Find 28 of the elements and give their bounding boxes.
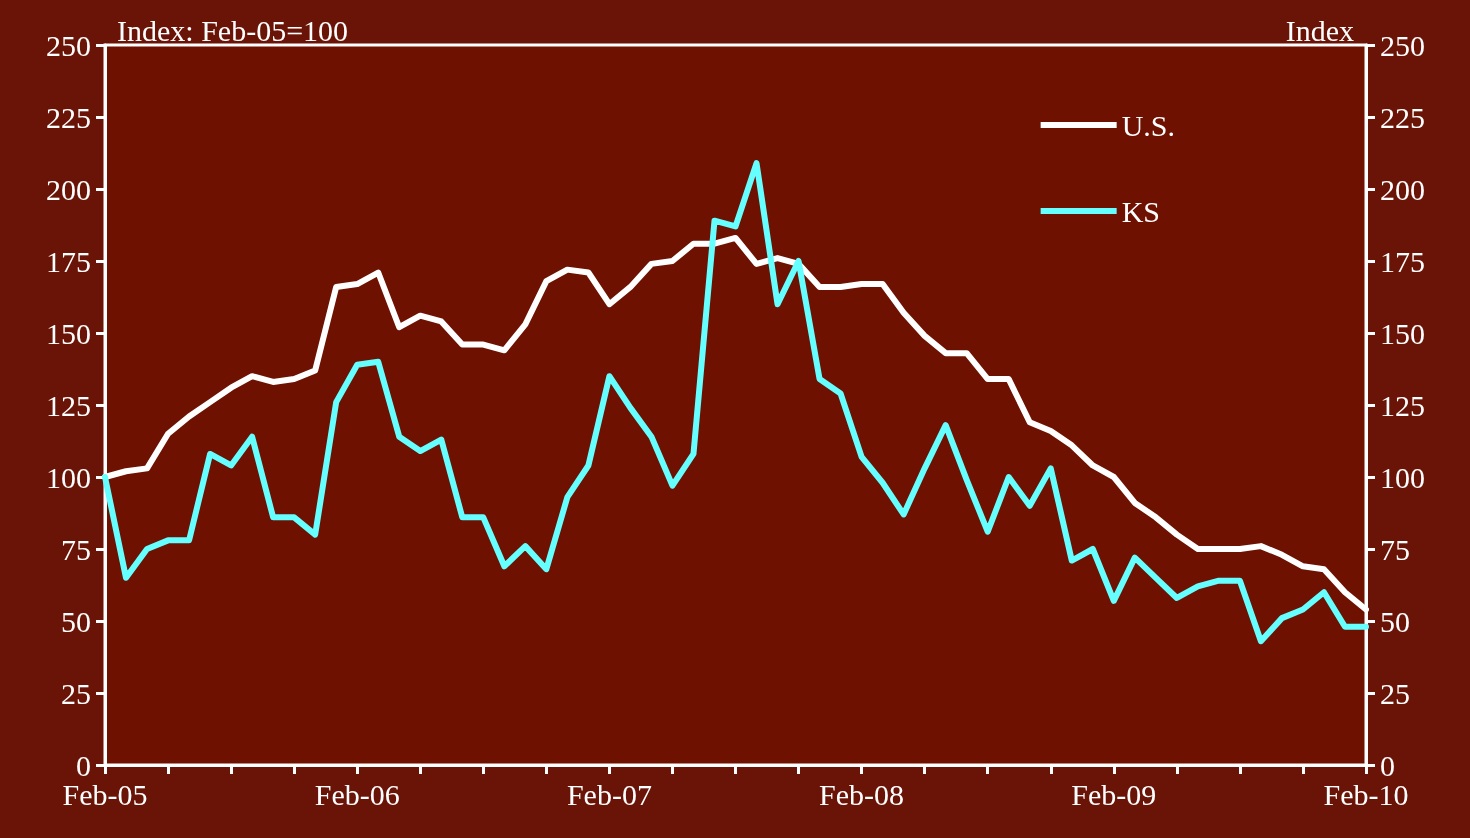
x-tick-label: Feb-07 xyxy=(566,777,652,811)
y-tick-label: 250 xyxy=(46,28,91,62)
y2-tick-label: 225 xyxy=(1380,100,1425,134)
y-tick-label: 175 xyxy=(46,244,91,278)
y-tick-label: 25 xyxy=(61,676,91,710)
y2-tick-label: 125 xyxy=(1380,388,1425,422)
y2-tick-label: 75 xyxy=(1380,532,1410,566)
y2-tick-label: 250 xyxy=(1380,28,1425,62)
x-tick-label: Feb-08 xyxy=(819,777,905,811)
y2-axis-title: Index xyxy=(1285,13,1354,47)
y-tick-label: 225 xyxy=(46,100,91,134)
x-tick-label: Feb-09 xyxy=(1071,777,1157,811)
y-tick-label: 200 xyxy=(46,172,91,206)
y-tick-label: 50 xyxy=(61,604,91,638)
legend-label: KS xyxy=(1121,194,1161,228)
y-axis-title: Index: Feb-05=100 xyxy=(117,13,349,47)
y-tick-label: 150 xyxy=(46,316,91,350)
y2-tick-label: 25 xyxy=(1380,676,1410,710)
legend-label: U.S. xyxy=(1121,108,1176,142)
y2-tick-label: 175 xyxy=(1380,244,1425,278)
y2-tick-label: 100 xyxy=(1380,460,1425,494)
x-tick-label: Feb-06 xyxy=(314,777,400,811)
y-tick-label: 100 xyxy=(46,460,91,494)
y-tick-label: 125 xyxy=(46,388,91,422)
y-tick-label: 75 xyxy=(61,532,91,566)
y2-tick-label: 50 xyxy=(1380,604,1410,638)
y2-tick-label: 150 xyxy=(1380,316,1425,350)
y2-tick-label: 200 xyxy=(1380,172,1425,206)
